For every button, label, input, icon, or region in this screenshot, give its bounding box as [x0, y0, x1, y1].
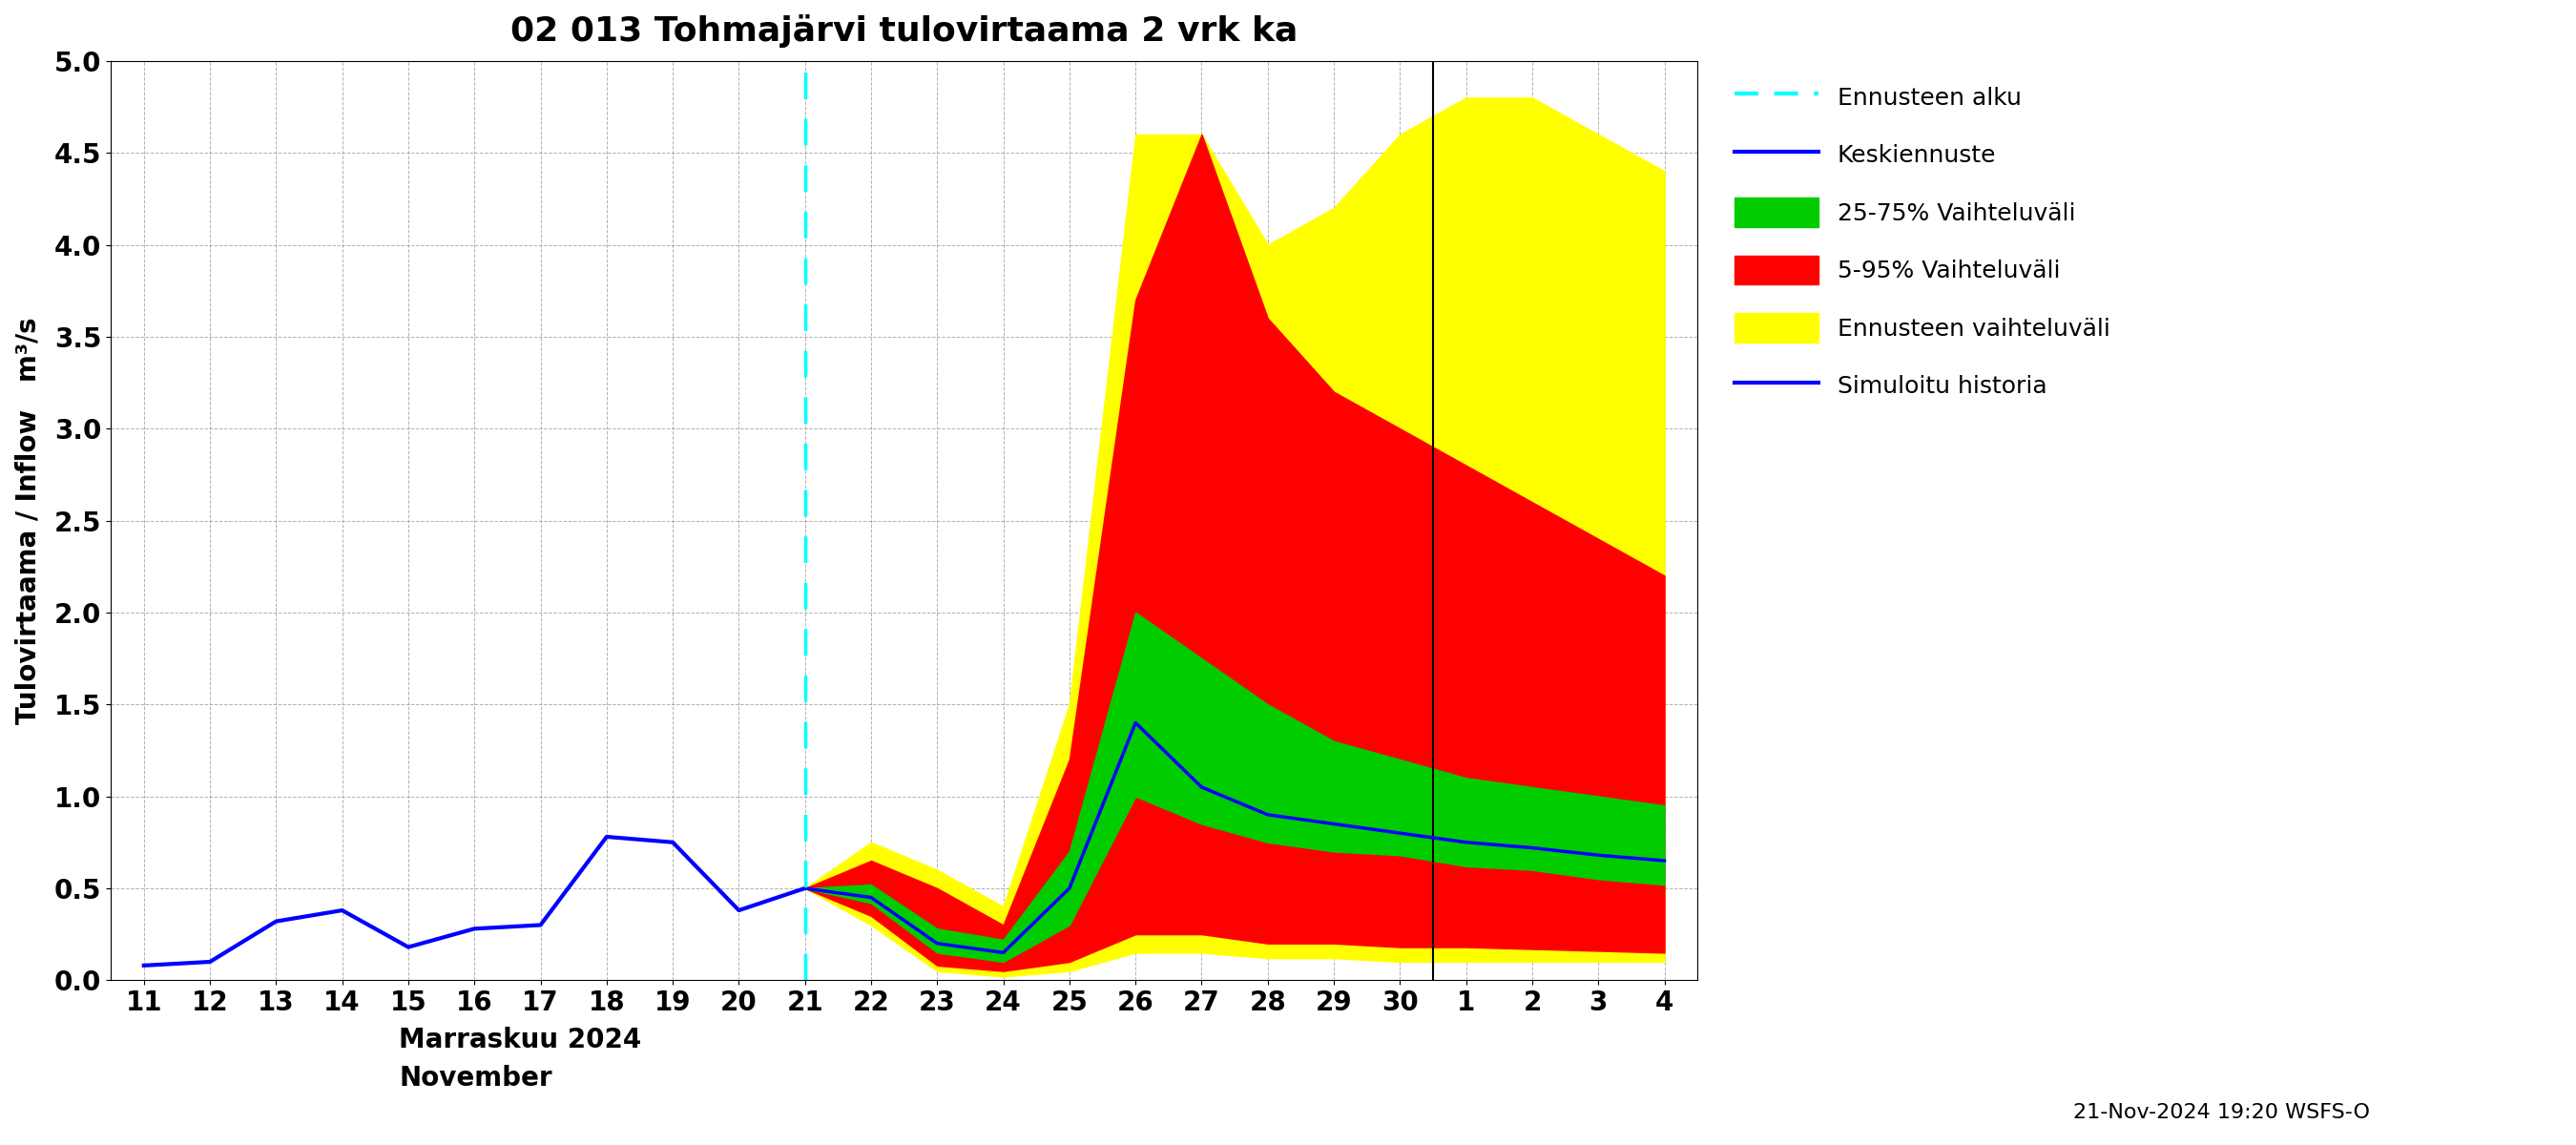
Text: Marraskuu 2024: Marraskuu 2024	[399, 1027, 641, 1053]
Y-axis label: Tulovirtaama / Inflow   m³/s: Tulovirtaama / Inflow m³/s	[15, 317, 41, 724]
Title: 02 013 Tohmajärvi tulovirtaama 2 vrk ka: 02 013 Tohmajärvi tulovirtaama 2 vrk ka	[510, 14, 1298, 48]
Text: 21-Nov-2024 19:20 WSFS-O: 21-Nov-2024 19:20 WSFS-O	[2074, 1103, 2370, 1122]
Text: November: November	[399, 1065, 551, 1091]
Legend: Ennusteen alku, Keskiennuste, 25-75% Vaihteluväli, 5-95% Vaihteluväli, Ennusteen: Ennusteen alku, Keskiennuste, 25-75% Vai…	[1726, 73, 2120, 410]
